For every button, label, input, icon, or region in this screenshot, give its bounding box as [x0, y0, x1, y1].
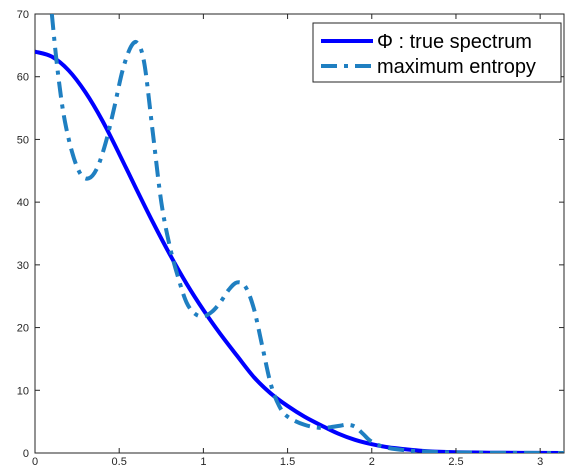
series-line-1: [49, 14, 564, 453]
series-layer: [35, 14, 564, 453]
legend: Φ : true spectrum maximum entropy: [312, 22, 562, 83]
y-tick-label: 20: [17, 323, 29, 335]
y-tick-label: 50: [17, 134, 29, 146]
y-tick-label: 30: [17, 260, 29, 272]
x-tick-label: 3: [537, 456, 543, 467]
y-tick-label: 60: [17, 72, 29, 84]
x-tick-label: 1: [200, 456, 206, 467]
legend-label-0: Φ : true spectrum: [377, 31, 532, 53]
y-tick-label: 10: [17, 385, 29, 397]
x-tick-label: 1.5: [280, 456, 295, 467]
x-tick-label: 0: [32, 456, 38, 467]
x-tick-label: 2.5: [448, 456, 463, 467]
legend-box: [312, 22, 562, 83]
y-tick-label: 70: [17, 9, 29, 21]
y-tick-label: 40: [17, 197, 29, 209]
legend-label-1: maximum entropy: [377, 56, 536, 78]
x-tick-label: 0.5: [112, 456, 127, 467]
axes-box: [34, 13, 565, 454]
plot-area: [34, 13, 565, 454]
x-tick-label: 2: [369, 456, 375, 467]
y-tick-label: 0: [23, 448, 29, 460]
